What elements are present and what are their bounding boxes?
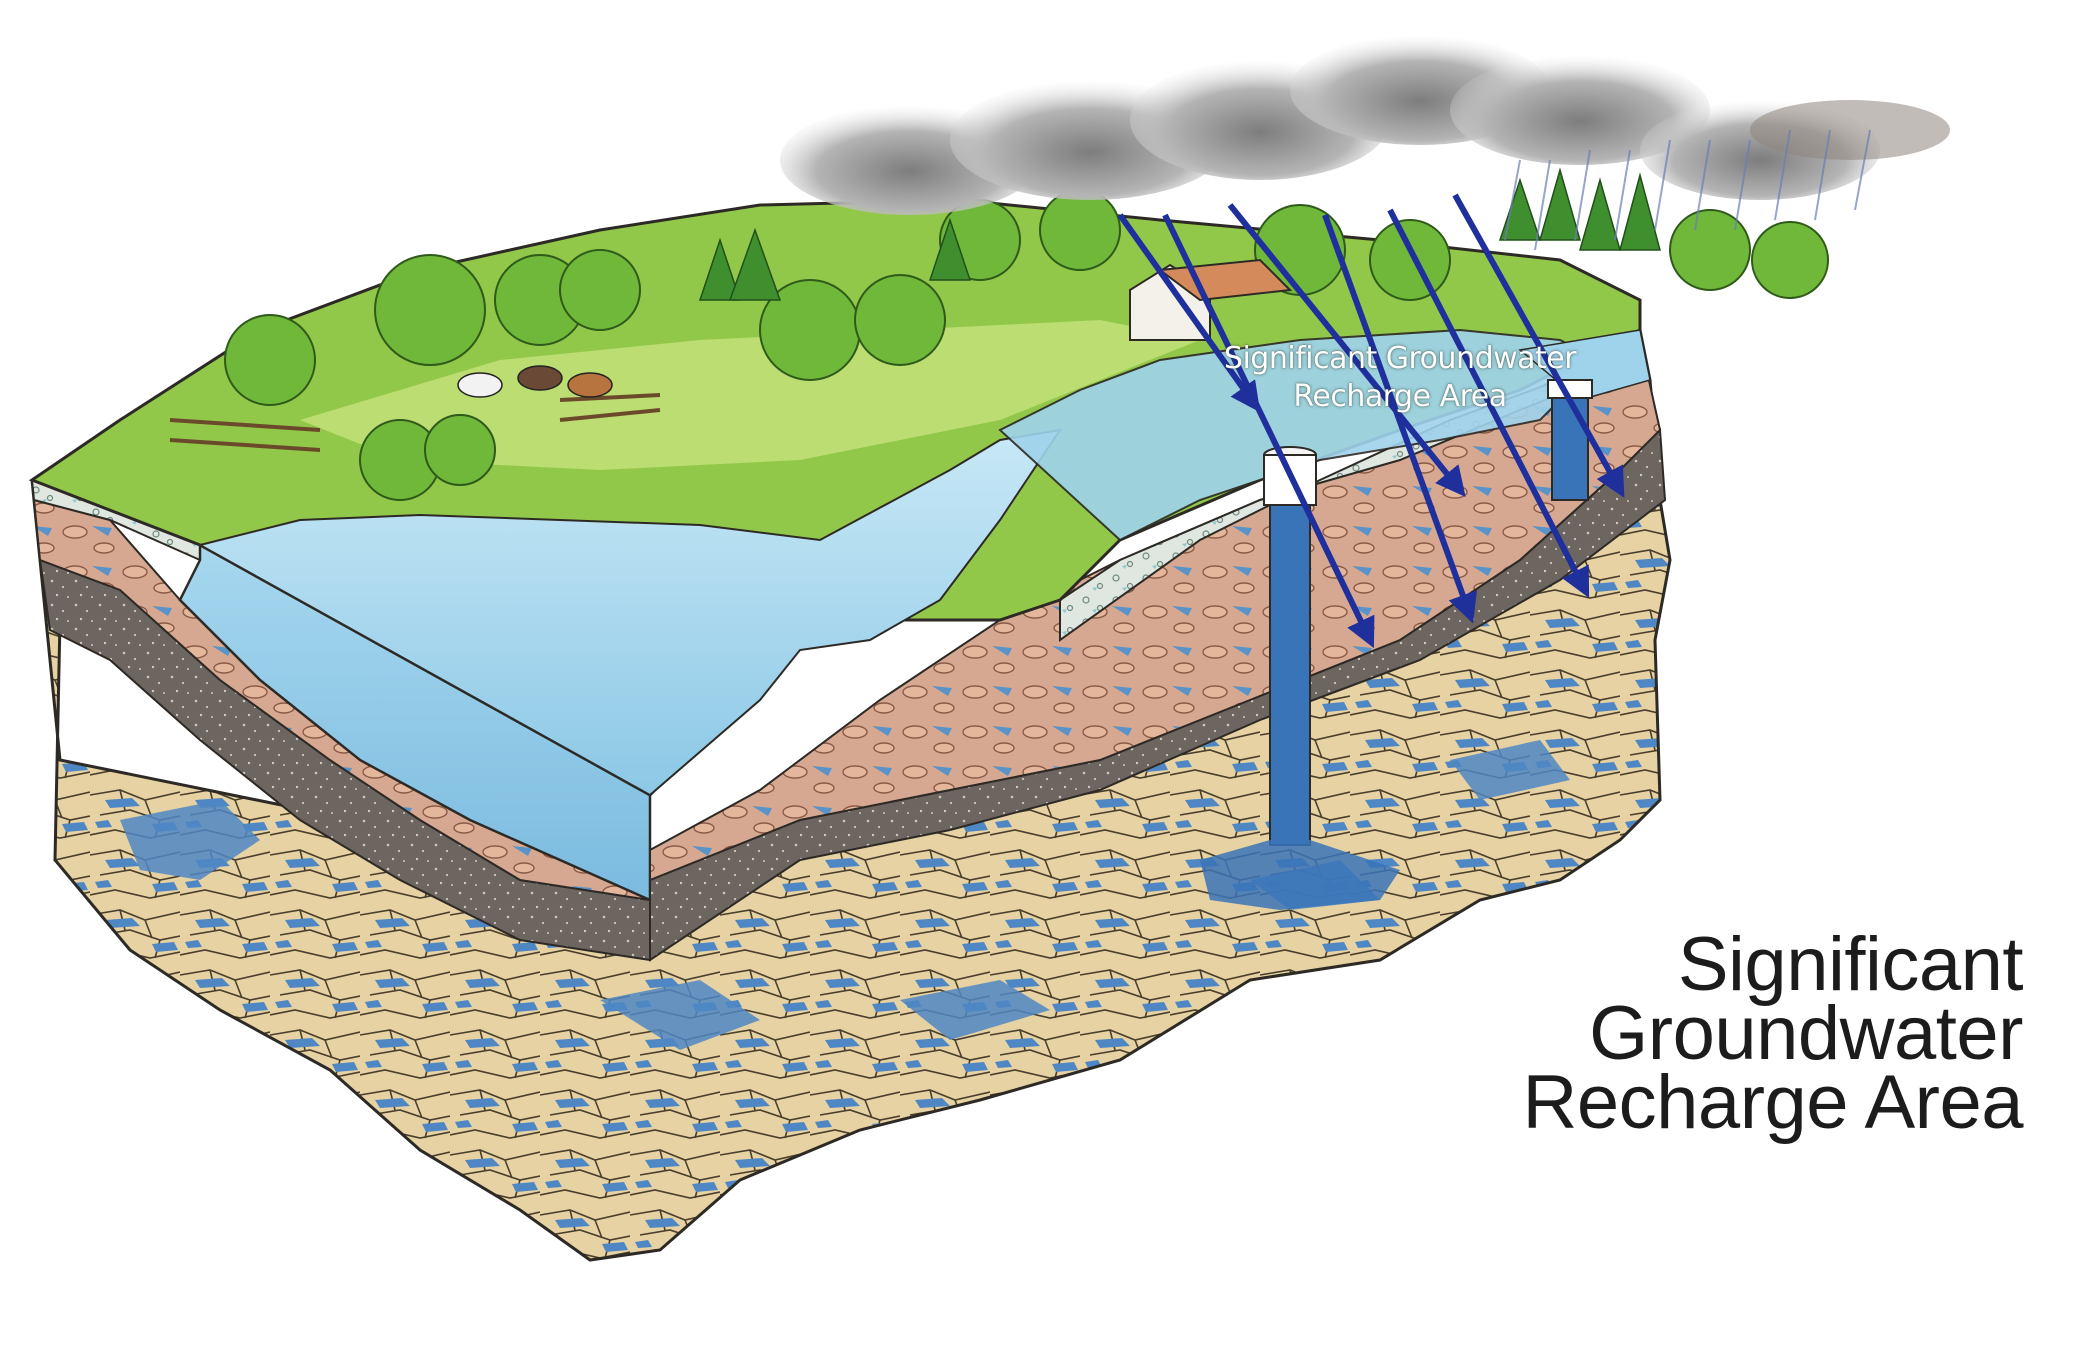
diagram-title: Significant Groundwater Recharge Area [1383,922,2024,1145]
title-line3: Recharge Area [1522,1060,2024,1145]
recharge-label-line1: Significant Groundwater [1223,341,1577,376]
well-left [1263,446,1317,846]
grass-highlight [300,320,1200,470]
recharge-arrow [1227,203,1466,498]
lake-cutaway [178,542,652,902]
recharge-arrows [1117,193,1625,649]
recharge-arrow [1452,193,1625,498]
rain-streaks [1504,129,1871,251]
cows [457,365,613,398]
recharge-arrow [1117,213,1261,413]
conifer-group [698,167,1661,301]
recharge-arrow [1322,213,1477,624]
recharge-arrow [1387,208,1590,599]
fence [169,393,661,452]
storm-clouds [780,35,1950,215]
recharge-label-line2: Recharge Area [1293,379,1507,414]
title-line2: Groundwater [1589,991,2023,1076]
title-line1: Significant [1677,922,2024,1007]
recharge-area-label: Significant Groundwater Recharge Area [1180,340,1620,416]
well-groundwater-plume [1200,840,1400,910]
tree-group [224,189,1829,501]
recharge-arrow [1162,213,1375,649]
